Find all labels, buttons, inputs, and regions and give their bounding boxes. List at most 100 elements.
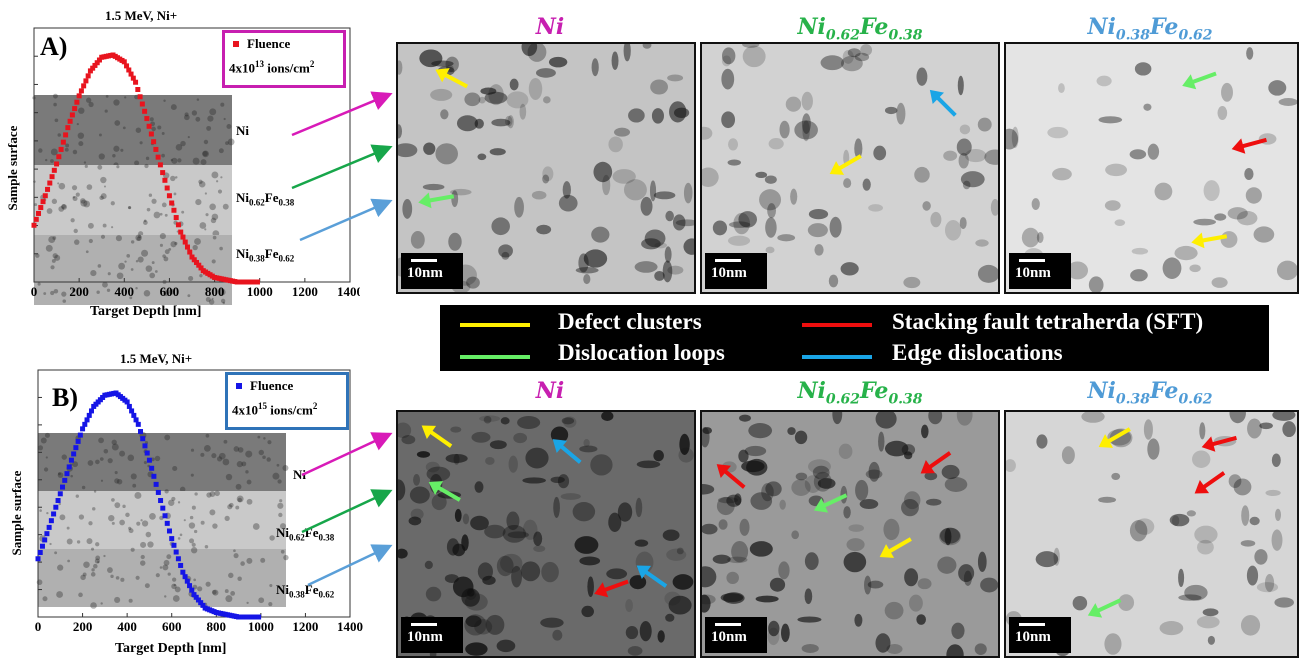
tem-image-nife62-low-fluence: 10nm xyxy=(700,42,1000,294)
defect-blob xyxy=(561,493,581,500)
legend-line-green xyxy=(460,355,530,359)
defect-blob xyxy=(1143,104,1151,111)
micrograph-speck xyxy=(211,172,218,179)
data-point xyxy=(167,193,172,198)
defect-blob xyxy=(1221,231,1238,248)
pointer-arrow-nife62-b xyxy=(302,492,388,532)
defect-blob xyxy=(930,212,941,227)
defect-blob xyxy=(448,233,461,251)
defect-blob xyxy=(765,481,781,496)
defect-blob xyxy=(731,541,748,562)
defect-blob xyxy=(739,415,751,422)
defect-blob xyxy=(663,260,673,282)
defect-blob xyxy=(809,209,828,219)
defect-blob xyxy=(909,595,923,612)
defect-blob xyxy=(591,227,609,243)
micrograph-speck xyxy=(209,204,216,211)
defect-blob xyxy=(665,211,674,221)
defect-blob xyxy=(435,143,458,164)
defect-blob xyxy=(787,427,795,435)
defect-blob xyxy=(463,514,469,525)
defect-blob xyxy=(669,596,692,615)
data-point xyxy=(138,429,143,434)
data-point xyxy=(133,80,138,85)
defect-blob xyxy=(410,486,430,503)
defect-blob xyxy=(541,562,559,582)
defect-blob xyxy=(904,451,912,459)
defect-blob xyxy=(1214,213,1226,220)
micrograph-speck xyxy=(76,193,80,197)
micrograph-speck xyxy=(160,213,163,216)
defect-blob xyxy=(821,55,845,70)
micrograph-speck xyxy=(199,222,206,229)
micrograph-speck xyxy=(149,273,155,279)
data-point xyxy=(145,451,150,456)
micrograph-speck xyxy=(39,509,42,512)
micrograph-speck xyxy=(112,154,115,157)
defect-blob xyxy=(1032,198,1040,210)
defect-blob xyxy=(917,68,928,86)
micrograph-speck xyxy=(131,473,137,479)
micrograph-speck xyxy=(134,160,139,165)
defect-blob xyxy=(635,540,649,547)
micrograph-speck xyxy=(193,158,200,165)
data-point xyxy=(176,556,181,561)
micrograph-speck xyxy=(181,211,184,214)
scale-bar: 10nm xyxy=(401,253,463,289)
defect-blob xyxy=(484,416,492,424)
micrograph-speck xyxy=(107,567,113,573)
defect-blob xyxy=(1246,47,1253,60)
micrograph-speck xyxy=(151,127,156,132)
defect-blob xyxy=(903,277,920,288)
defect-blob xyxy=(470,516,489,531)
data-point xyxy=(43,193,48,198)
micrograph-speck xyxy=(58,133,62,137)
defect-blob xyxy=(702,427,712,434)
micrograph-speck xyxy=(83,573,87,577)
micrograph-speck xyxy=(104,186,106,188)
defect-blob xyxy=(844,552,867,572)
data-point xyxy=(151,474,156,479)
micrograph-speck xyxy=(200,453,204,457)
micrograph-speck xyxy=(207,116,213,122)
data-point xyxy=(138,94,143,99)
defect-blob xyxy=(896,103,905,125)
micrograph-speck xyxy=(78,141,83,146)
data-point xyxy=(149,131,154,136)
micrograph-speck xyxy=(188,276,193,281)
micrograph-speck xyxy=(67,560,70,563)
defect-blob xyxy=(1241,615,1260,636)
tem-image-nife38-low-fluence: 10nm xyxy=(1004,42,1299,294)
micrograph-speck xyxy=(165,214,168,217)
micrograph-speck xyxy=(107,289,110,292)
data-point xyxy=(144,116,149,121)
x-tick-label: 1000 xyxy=(247,284,273,299)
micrograph-speck xyxy=(46,512,48,514)
defect-blob xyxy=(721,593,744,602)
panel-a-ylabel: Sample surface xyxy=(5,113,21,223)
x-tick-label: 0 xyxy=(35,619,42,634)
data-point xyxy=(140,436,145,441)
micrograph-speck xyxy=(87,184,93,190)
micrograph-speck xyxy=(134,492,141,499)
defect-blob xyxy=(684,183,693,204)
data-point xyxy=(256,615,261,620)
micrograph-speck xyxy=(141,250,148,257)
micrograph-speck xyxy=(57,565,63,571)
micrograph-speck xyxy=(46,456,48,458)
micrograph-speck xyxy=(105,109,108,112)
defect-blob xyxy=(563,416,576,427)
micrograph-speck xyxy=(175,176,177,178)
defect-blob xyxy=(653,450,664,461)
defect-blob xyxy=(1199,422,1205,439)
micrograph-speck xyxy=(228,573,233,578)
defect-blob xyxy=(1115,219,1126,226)
micrograph-speck xyxy=(212,259,216,263)
micrograph-band xyxy=(38,549,286,607)
micrograph-speck xyxy=(120,578,124,582)
data-point xyxy=(76,439,81,444)
defect-blob xyxy=(536,225,551,235)
defect-blob xyxy=(886,644,902,654)
micrograph-speck xyxy=(119,520,125,526)
micrograph-speck xyxy=(266,457,270,461)
